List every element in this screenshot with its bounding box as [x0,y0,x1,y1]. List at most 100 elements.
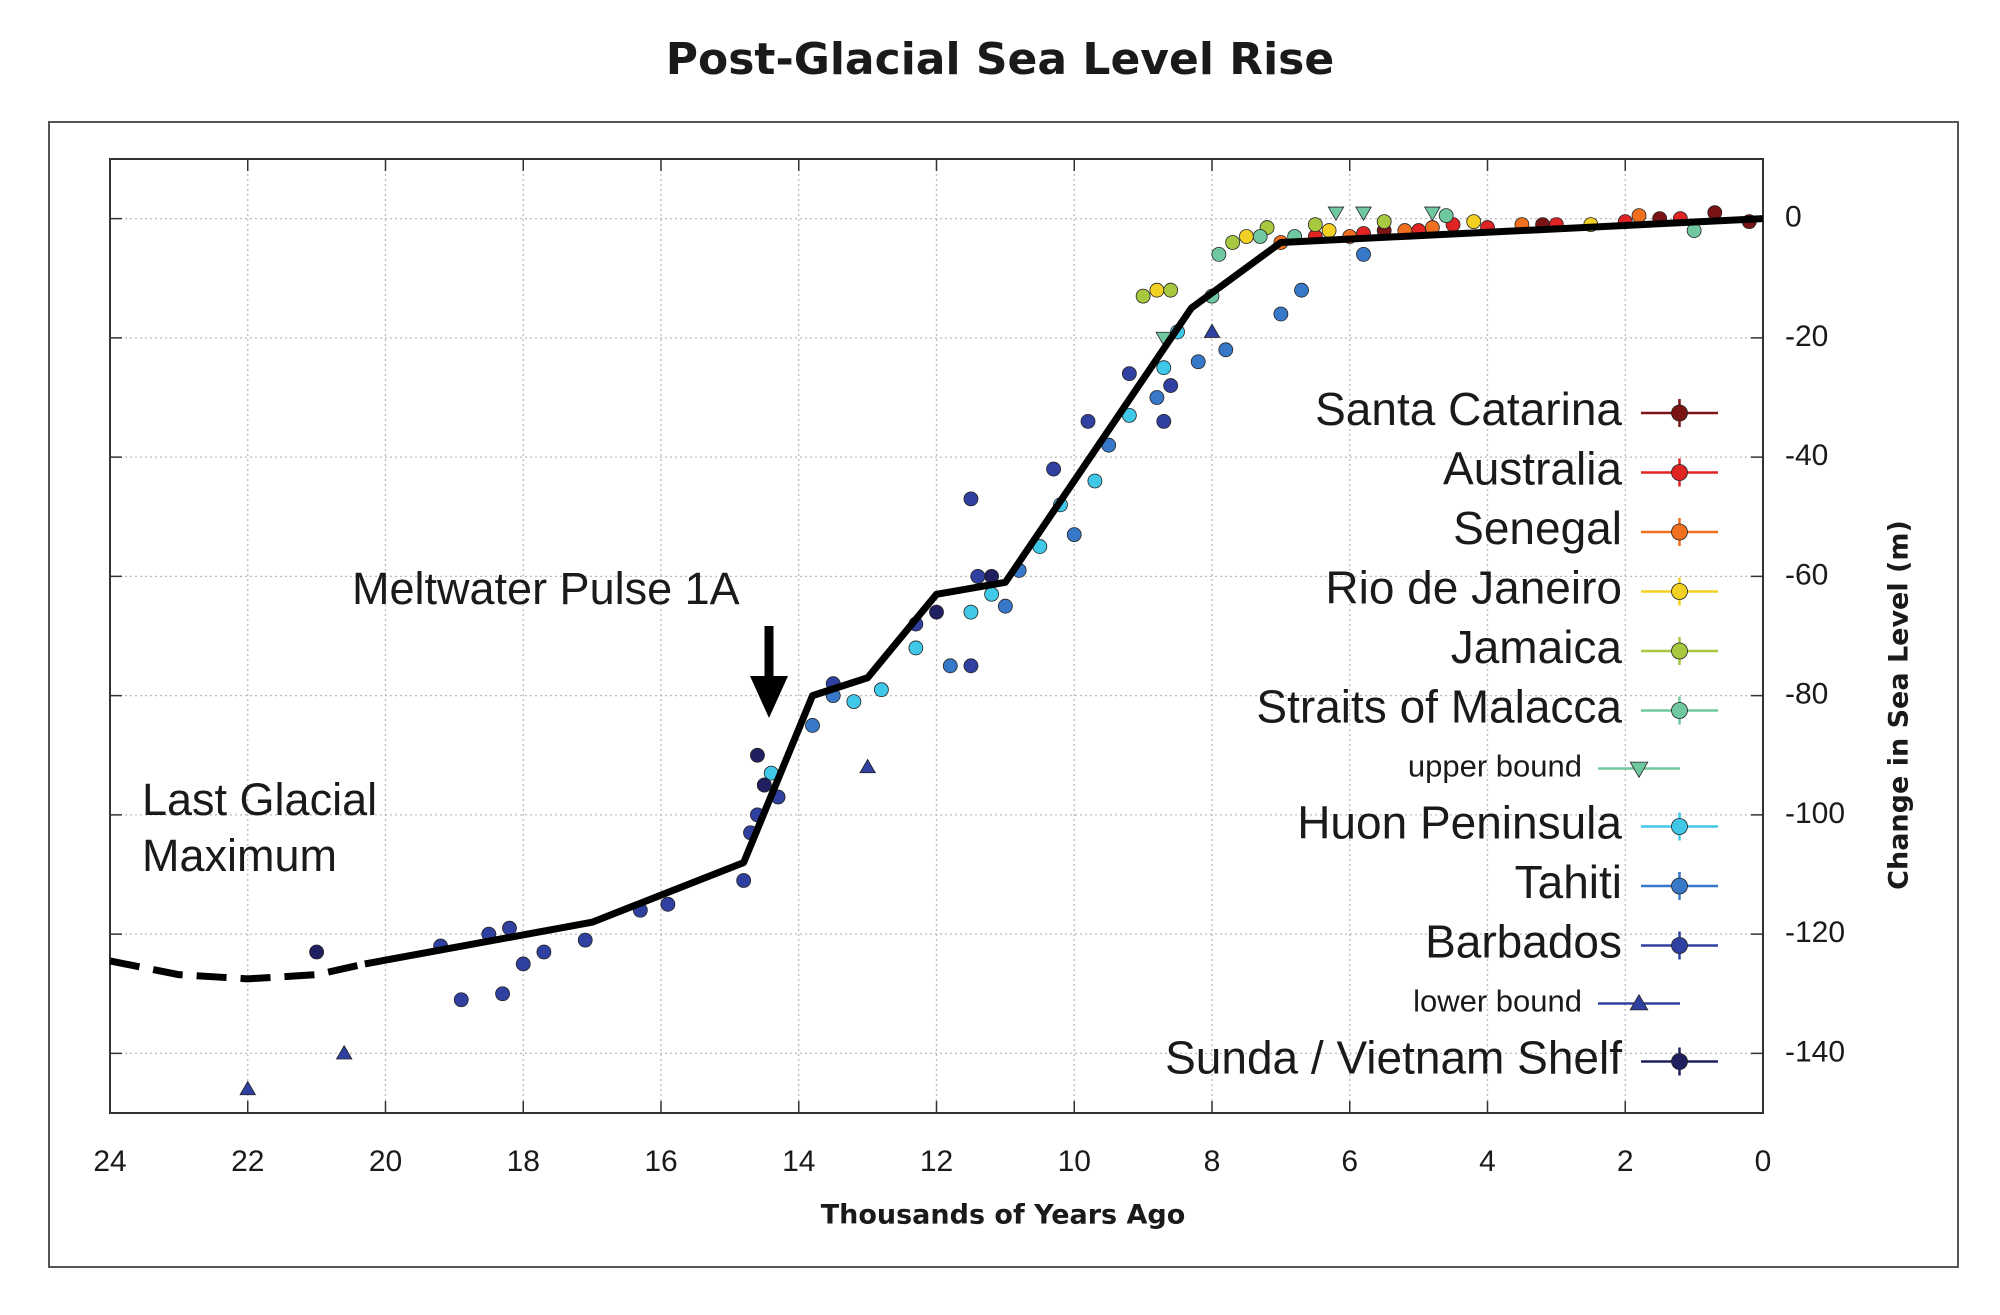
x-tick-label: 22 [231,1145,264,1178]
x-tick-label: 0 [1755,1145,1772,1178]
point [660,896,676,912]
point [1355,206,1372,222]
x-tick-label: 4 [1479,1145,1496,1178]
point [756,777,772,793]
legend-label: Australia [1443,443,1622,495]
point [908,640,924,656]
point [1356,246,1371,262]
point [309,944,325,960]
legend-marker [1629,761,1649,779]
y-axis-title: Change in Sea Level (m) [1884,520,1915,890]
y-tick-label: -120 [1785,916,1845,949]
point [970,568,986,584]
x-tick-label: 8 [1204,1145,1221,1178]
legend-marker [1671,404,1688,422]
point [1080,413,1096,429]
annotation: Last Glacial [142,774,377,825]
point [750,747,765,763]
legend-marker [1671,464,1688,481]
point [1307,217,1323,232]
point [515,956,531,972]
point [963,658,979,674]
x-tick-label: 14 [782,1145,815,1178]
legend-label: lower bound [1413,984,1582,1019]
point [963,604,979,620]
point [1438,208,1454,224]
legend-marker [1671,877,1688,895]
y-tick-label: -80 [1785,678,1828,711]
point [929,604,944,620]
point [495,986,510,1002]
y-tick-label: 0 [1785,201,1802,234]
plot-area [109,158,1764,1114]
y-tick-label: -60 [1785,558,1828,591]
point [963,491,979,507]
legend-label: Tahiti [1515,856,1622,908]
x-tick-label: 20 [369,1145,402,1178]
frame [48,121,1959,1268]
point [1190,354,1206,370]
x-tick-label: 6 [1341,1145,1358,1178]
point [1239,229,1254,244]
point [1466,214,1482,230]
legend-marker [1671,702,1688,719]
point [1149,282,1165,298]
point [1046,461,1061,477]
legend-label: Sunda / Vietnam Shelf [1165,1032,1622,1084]
x-tick-label: 10 [1058,1145,1091,1178]
legend: Santa Catarina Australia Senegal Rio de Jan… [1165,383,1718,1084]
point [1203,323,1221,338]
y-tick-label: -100 [1785,797,1845,830]
point [1424,206,1441,222]
point [997,598,1013,614]
point [1156,360,1172,376]
point [736,873,752,888]
point [874,682,889,698]
annotation: Maximum [142,830,337,881]
legend-marker [1671,642,1688,660]
legend-label: Rio de Janeiro [1325,562,1622,614]
point [1066,527,1082,543]
point [1149,390,1165,405]
point [942,658,958,674]
trend-line [364,215,1764,968]
point [335,1044,353,1060]
chart-title: Post-Glacial Sea Level Rise [666,34,1334,85]
trend-line [109,957,366,983]
point [1211,246,1227,262]
legend-label: Senegal [1453,502,1622,554]
point [1294,282,1309,298]
legend-label: Straits of Malacca [1256,681,1622,733]
point [1252,229,1268,244]
legend-marker [1671,818,1688,835]
point [1087,473,1103,489]
point [1163,378,1179,393]
point [1327,206,1345,222]
point [859,758,877,774]
point [577,932,593,948]
legend-marker [1671,583,1688,600]
annotation: Meltwater Pulse 1A [352,563,740,614]
legend-label: upper bound [1408,749,1582,784]
legend-label: Barbados [1425,916,1622,968]
point [1135,288,1151,304]
legend-marker [1671,1053,1688,1070]
legend-label: Jamaica [1451,621,1623,673]
point [1218,342,1234,358]
point [984,586,999,602]
point [1631,208,1647,224]
x-tick-label: 24 [93,1145,126,1178]
point [1376,214,1392,230]
x-tick-label: 12 [920,1145,953,1178]
point [1321,223,1337,238]
point [1163,282,1179,298]
legend-marker [1629,993,1649,1011]
point [239,1080,257,1096]
legend-label: Santa Catarina [1315,383,1622,435]
point [1273,306,1289,322]
arrow-head [750,676,788,718]
y-tick-label: -20 [1785,320,1828,353]
point [453,992,469,1008]
legend-marker [1671,937,1688,954]
